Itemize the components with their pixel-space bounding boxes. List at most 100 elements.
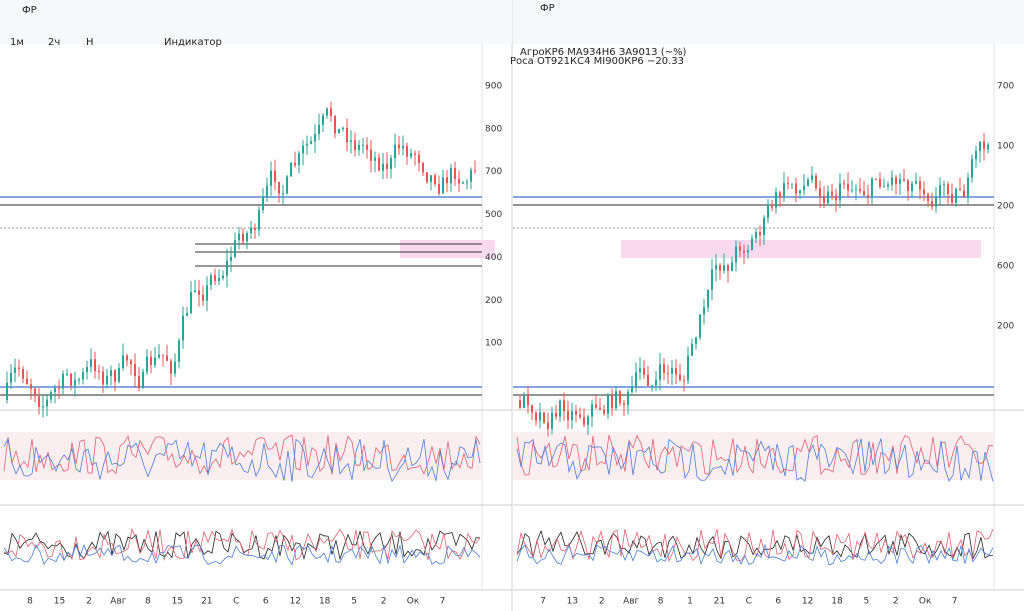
candle-body: [106, 375, 108, 385]
candle-body: [863, 191, 865, 196]
time-label: 7: [440, 597, 446, 607]
time-label: Ок: [919, 597, 932, 607]
candle-body: [138, 376, 140, 388]
candle-body: [875, 178, 877, 180]
candle-body: [374, 157, 376, 161]
candle-body: [82, 372, 84, 380]
candle-body: [214, 275, 216, 281]
candle-body: [927, 194, 929, 202]
indicator-line: [3, 434, 481, 475]
candle-body: [879, 178, 881, 187]
candle-body: [527, 394, 529, 406]
candle-body: [967, 177, 969, 197]
price-label: 600: [997, 262, 1014, 272]
candle-body: [250, 227, 252, 234]
candle-body: [671, 368, 673, 374]
time-label: 6: [263, 597, 269, 607]
time-label: Авг: [110, 597, 126, 607]
candle-body: [711, 269, 713, 290]
candle-body: [699, 314, 701, 338]
candle-body: [787, 183, 789, 185]
candle-body: [274, 170, 276, 182]
candle-body: [114, 370, 116, 382]
toolbar-button[interactable]: Н: [86, 37, 94, 48]
toolbar-button[interactable]: Индикатор: [164, 37, 222, 48]
candle-body: [62, 373, 64, 389]
time-label: Ок: [407, 597, 420, 607]
candle-body: [458, 178, 460, 184]
toolbar-button[interactable]: 1м: [10, 37, 24, 48]
candle-body: [943, 184, 945, 186]
right-legend: АгроКР6 MA934Н6 ЗА9013 (~%): [520, 47, 687, 58]
candle-body: [342, 127, 344, 129]
right-title: ФР: [540, 3, 555, 14]
candle-body: [402, 146, 404, 149]
candle-body: [919, 181, 921, 190]
candle-body: [519, 400, 521, 408]
candle-body: [330, 108, 332, 116]
candle-body: [883, 186, 885, 188]
candle-body: [655, 379, 657, 386]
candle-body: [210, 275, 212, 286]
candle-body: [979, 141, 981, 152]
candle-body: [779, 192, 781, 198]
candle-body: [931, 201, 933, 207]
candle-body: [663, 364, 665, 373]
candle-body: [963, 190, 965, 197]
candle-body: [362, 144, 364, 146]
candle-body: [270, 170, 272, 186]
candle-body: [222, 275, 224, 279]
candle-body: [98, 370, 100, 372]
candle-body: [651, 385, 653, 387]
candle-body: [903, 179, 905, 181]
right-toolbar: [513, 0, 1024, 44]
candle-body: [18, 367, 20, 370]
toolbar-button[interactable]: 2ч: [48, 37, 60, 48]
candle-body: [474, 170, 476, 172]
time-label: 7: [540, 597, 546, 607]
time-label: 15: [172, 597, 183, 607]
time-label: 21: [201, 597, 212, 607]
candle-body: [683, 380, 685, 382]
candle-body: [855, 188, 857, 190]
candle-body: [110, 370, 112, 376]
candle-body: [547, 422, 549, 430]
candle-body: [603, 409, 605, 414]
candle-body: [90, 359, 92, 367]
candle-body: [543, 412, 545, 423]
candle-body: [190, 292, 192, 313]
time-label: С: [746, 597, 752, 607]
candle-body: [955, 188, 957, 203]
candle-body: [899, 179, 901, 184]
left-title: ФР: [22, 5, 37, 16]
candle-body: [595, 404, 597, 408]
candle-body: [799, 190, 801, 194]
candle-body: [571, 411, 573, 421]
candle-body: [579, 414, 581, 418]
candle-body: [587, 416, 589, 425]
candle-body: [470, 170, 472, 182]
candle-body: [294, 162, 296, 166]
candle-body: [599, 407, 601, 410]
price-label: 900: [485, 82, 502, 92]
candle-body: [162, 354, 164, 356]
candle-body: [154, 357, 156, 365]
candle-body: [987, 144, 989, 150]
candle-body: [146, 356, 148, 372]
candle-body: [446, 177, 448, 184]
time-label: 15: [54, 597, 65, 607]
price-label: 500: [485, 210, 502, 220]
time-label: 1: [687, 597, 693, 607]
zone: [400, 240, 495, 258]
candle-body: [815, 175, 817, 189]
candle-body: [358, 145, 360, 150]
candle-body: [382, 163, 384, 171]
time-label: 5: [864, 597, 870, 607]
indicator-line: [3, 437, 481, 483]
candle-body: [318, 124, 320, 134]
candle-body: [390, 157, 392, 169]
candle-body: [6, 382, 8, 400]
candle-body: [246, 233, 248, 242]
candle-body: [42, 406, 44, 408]
candle-body: [895, 177, 897, 184]
